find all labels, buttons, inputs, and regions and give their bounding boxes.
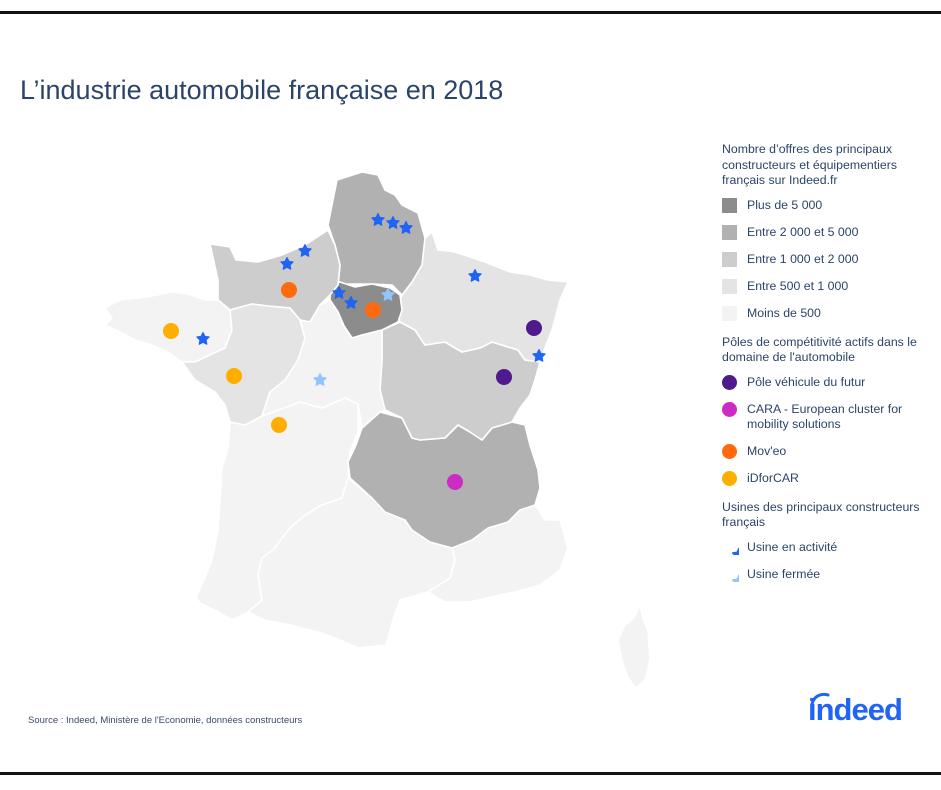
pole-marker [447, 474, 463, 490]
yellow-dot-icon [722, 470, 737, 486]
legend-item-plus-5000: Plus de 5 000 [722, 197, 937, 225]
swatch-500-1000 [722, 278, 737, 294]
legend-item-500-1000: Entre 500 et 1 000 [722, 278, 937, 306]
legend-item-usine-fermee: Usine fermée [722, 567, 937, 594]
pole-marker [271, 417, 287, 433]
legend-item-pole-vehicule-futur: Pôle véhicule du futur [722, 374, 937, 402]
page-title: L’industrie automobile française en 2018 [20, 75, 504, 106]
legend-label: Entre 1 000 et 2 000 [747, 251, 859, 266]
pole-marker [163, 323, 179, 339]
pole-marker [496, 369, 512, 385]
legend: Nombre d’offres des principaux construct… [722, 142, 937, 594]
legend-offers-heading: Nombre d’offres des principaux construct… [722, 142, 897, 187]
logo-arc-icon [810, 692, 830, 706]
pole-marker [365, 302, 381, 318]
region-pdl [181, 303, 306, 426]
legend-label: Usine en activité [747, 539, 838, 554]
legend-item-cara: CARA - European cluster for mobility sol… [722, 401, 937, 444]
legend-label: Entre 2 000 et 5 000 [747, 224, 859, 239]
swatch-2000-5000 [722, 224, 737, 240]
legend-label: Pôle véhicule du futur [747, 374, 866, 389]
pole-marker [226, 368, 242, 384]
legend-item-1000-2000: Entre 1 000 et 2 000 [722, 251, 937, 279]
top-rule [0, 11, 941, 14]
legend-label: Usine fermée [747, 566, 821, 581]
swatch-plus-5000 [722, 197, 737, 213]
legend-item-moins-500: Moins de 500 [722, 305, 937, 333]
legend-label: Plus de 5 000 [747, 197, 823, 212]
star-icon [722, 538, 739, 555]
region-cvl [261, 299, 386, 429]
orange-dot-icon [722, 443, 737, 459]
region-hdf [327, 171, 426, 296]
purple-dot-icon [722, 374, 737, 390]
star-icon [722, 565, 739, 582]
legend-label: iDforCAR [747, 470, 799, 485]
legend-item-usine-active: Usine en activité [722, 540, 937, 567]
legend-item-idforcar: iDforCAR [722, 470, 937, 498]
legend-label: Moins de 500 [747, 305, 821, 320]
swatch-1000-2000 [722, 251, 737, 267]
legend-item-2000-5000: Entre 2 000 et 5 000 [722, 224, 937, 252]
legend-label: Entre 500 et 1 000 [747, 278, 849, 293]
region-corse [617, 604, 651, 689]
legend-item-moveo: Mov'eo [722, 443, 937, 471]
pole-marker [526, 320, 542, 336]
source-note: Source : Indeed, Ministère de l'Economie… [28, 715, 303, 726]
legend-usines-heading: Usines des principaux constructeurs fran… [722, 499, 920, 530]
legend-label: CARA - European cluster for mobility sol… [747, 401, 903, 432]
legend-poles-heading: Pôles de compétitivité actifs dans le do… [722, 334, 917, 365]
pole-marker [281, 282, 297, 298]
indeed-logo: indeed [808, 692, 903, 727]
bottom-rule [0, 772, 941, 775]
legend-label: Mov'eo [747, 443, 787, 458]
magenta-dot-icon [722, 401, 737, 417]
swatch-moins-500 [722, 305, 737, 321]
